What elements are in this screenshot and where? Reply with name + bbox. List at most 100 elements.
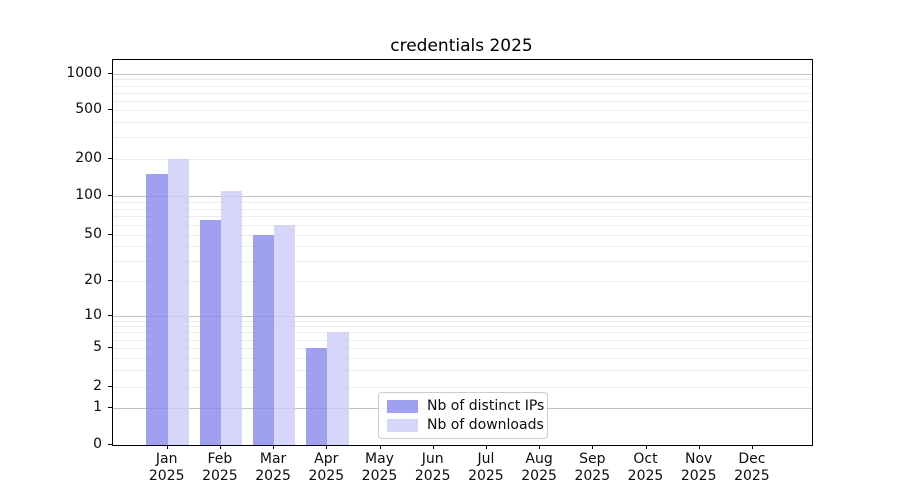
y-tick-label: 5 (93, 339, 102, 356)
gridline-minor (113, 224, 812, 226)
x-tick-year: 2025 (574, 468, 611, 484)
x-tick-year: 2025 (202, 468, 238, 484)
legend-swatch-icon (387, 399, 418, 413)
y-tick-label: 50 (84, 225, 102, 242)
x-tick-year: 2025 (361, 468, 398, 484)
x-tick-year: 2025 (680, 468, 717, 484)
gridline-minor (113, 208, 812, 210)
x-tick-month: Oct (633, 451, 658, 467)
x-tick-label-jun: Jun 2025 (401, 451, 465, 485)
x-tick-mark (698, 445, 700, 449)
x-tick-mark (539, 445, 541, 449)
y-tick-label: 1000 (66, 65, 102, 81)
gridline-minor (113, 260, 812, 262)
x-tick-month: Sep (579, 451, 606, 467)
x-tick-label-mar: Mar 2025 (241, 451, 305, 485)
x-tick-month: Aug (525, 451, 553, 467)
bar-nb-of-downloads-jan (167, 158, 189, 445)
gridline-minor (113, 216, 812, 218)
gridline-minor (113, 79, 812, 81)
x-tick-label-oct: Oct 2025 (614, 451, 678, 485)
gridline-minor (113, 158, 812, 160)
x-tick-mark (751, 445, 753, 449)
gridline-minor (113, 369, 812, 371)
x-tick-mark (645, 445, 647, 449)
y-tick-mark (108, 73, 112, 74)
legend-row: Nb of distinct IPs (387, 398, 544, 414)
chart-title: credentials 2025 (390, 36, 533, 56)
x-tick-year: 2025 (468, 468, 504, 484)
gridline-minor (113, 357, 812, 359)
gridline-minor (113, 339, 812, 341)
x-tick-month: Apr (314, 451, 339, 467)
legend-label: Nb of downloads (427, 417, 544, 433)
x-tick-mark (379, 445, 381, 449)
bar-nb-of-downloads-mar (274, 224, 296, 445)
gridline-major (113, 195, 812, 197)
x-tick-label-sep: Sep 2025 (560, 451, 624, 485)
x-tick-mark (592, 445, 594, 449)
y-tick-mark (108, 194, 112, 196)
y-tick-label: 10 (84, 306, 102, 323)
x-tick-label-dec: Dec 2025 (720, 451, 784, 485)
gridline-minor (113, 110, 812, 111)
x-tick-month: May (365, 451, 394, 467)
gridline-minor (113, 320, 812, 322)
gridline-minor (113, 280, 812, 282)
x-tick-month: Mar (259, 451, 287, 467)
x-tick-mark (485, 445, 487, 449)
y-tick-mark (108, 314, 112, 316)
y-tick-mark (108, 386, 112, 388)
x-tick-mark (273, 445, 275, 449)
gridline-major (113, 315, 812, 317)
x-tick-label-nov: Nov 2025 (667, 451, 731, 485)
gridline-minor (113, 348, 812, 350)
x-tick-mark (432, 445, 434, 449)
plot-area (112, 59, 813, 446)
y-tick-mark (108, 407, 112, 408)
gridline-minor (113, 121, 812, 123)
x-tick-month: Feb (207, 451, 233, 467)
legend-row: Nb of downloads (387, 417, 544, 433)
gridline-minor (113, 326, 812, 328)
gridline-major (113, 74, 812, 75)
bar-nb-of-distinct-ips-jan (146, 174, 168, 445)
gridline-minor (113, 85, 812, 87)
bar-nb-of-distinct-ips-apr (306, 348, 328, 445)
x-tick-year: 2025 (255, 468, 291, 484)
x-tick-label-apr: Apr 2025 (294, 451, 358, 485)
x-tick-month: Nov (685, 451, 713, 467)
y-tick-mark (108, 109, 112, 110)
legend-label: Nb of distinct IPs (427, 398, 545, 414)
y-tick-mark (108, 347, 112, 349)
x-tick-month: Jan (155, 451, 178, 467)
x-tick-mark (219, 445, 221, 449)
y-tick-label: 1 (93, 399, 102, 415)
y-tick-label: 2 (93, 378, 102, 395)
x-tick-year: 2025 (148, 468, 185, 484)
gridline-minor (113, 246, 812, 248)
y-tick-label: 0 (93, 436, 102, 452)
x-tick-year: 2025 (734, 468, 770, 484)
x-tick-year: 2025 (627, 468, 664, 484)
x-tick-month: Jul (477, 451, 495, 467)
x-tick-label-jan: Jan 2025 (135, 451, 199, 485)
y-tick-label: 500 (75, 101, 102, 117)
gridline-minor (113, 234, 812, 236)
x-tick-month: Dec (738, 451, 766, 467)
x-tick-mark (166, 445, 168, 449)
gridline-minor (113, 387, 812, 389)
x-tick-label-may: May 2025 (348, 451, 412, 485)
gridline-minor (113, 137, 812, 139)
bar-nb-of-downloads-feb (220, 190, 243, 445)
y-tick-mark (108, 444, 112, 445)
x-tick-year: 2025 (414, 468, 451, 484)
x-tick-label-feb: Feb 2025 (188, 451, 252, 485)
bar-nb-of-distinct-ips-mar (252, 234, 275, 445)
gridline-minor (113, 100, 812, 102)
bar-nb-of-downloads-apr (327, 332, 349, 445)
gridline-minor (113, 92, 812, 94)
gridline-minor (113, 332, 812, 334)
y-tick-label: 100 (75, 186, 102, 203)
